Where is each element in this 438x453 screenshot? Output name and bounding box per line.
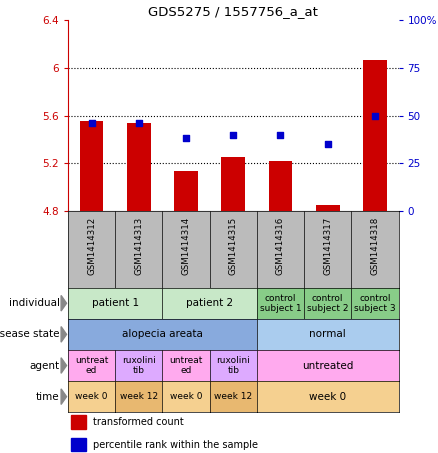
Text: patient 2: patient 2 bbox=[186, 298, 233, 308]
Bar bbox=[80, 121, 103, 211]
Text: ruxolini
tib: ruxolini tib bbox=[122, 356, 155, 375]
Text: untreat
ed: untreat ed bbox=[170, 356, 203, 375]
Text: control
subject 3: control subject 3 bbox=[354, 294, 396, 313]
Point bbox=[135, 120, 142, 127]
Point bbox=[183, 135, 190, 142]
Text: control
subject 1: control subject 1 bbox=[260, 294, 301, 313]
Text: ruxolini
tib: ruxolini tib bbox=[216, 356, 250, 375]
Polygon shape bbox=[61, 295, 67, 311]
Text: week 0: week 0 bbox=[170, 392, 202, 401]
Bar bbox=[127, 123, 151, 211]
Text: normal: normal bbox=[309, 329, 346, 339]
Text: transformed count: transformed count bbox=[93, 417, 184, 428]
Bar bbox=[222, 157, 245, 211]
Text: GSM1414318: GSM1414318 bbox=[371, 217, 379, 275]
Point bbox=[277, 131, 284, 138]
Text: GSM1414317: GSM1414317 bbox=[323, 217, 332, 275]
Text: untreat
ed: untreat ed bbox=[75, 356, 108, 375]
Bar bbox=[71, 438, 86, 451]
Text: GSM1414313: GSM1414313 bbox=[134, 217, 143, 275]
Text: week 12: week 12 bbox=[120, 392, 158, 401]
Text: time: time bbox=[36, 392, 60, 402]
Text: patient 1: patient 1 bbox=[92, 298, 139, 308]
Text: agent: agent bbox=[30, 361, 60, 371]
Text: GSM1414312: GSM1414312 bbox=[87, 217, 96, 275]
Text: control
subject 2: control subject 2 bbox=[307, 294, 349, 313]
Bar bbox=[174, 171, 198, 211]
Text: untreated: untreated bbox=[302, 361, 353, 371]
Text: GSM1414315: GSM1414315 bbox=[229, 217, 238, 275]
Point bbox=[371, 112, 378, 119]
Title: GDS5275 / 1557756_a_at: GDS5275 / 1557756_a_at bbox=[148, 5, 318, 18]
Text: disease state: disease state bbox=[0, 329, 60, 339]
Text: alopecia areata: alopecia areata bbox=[122, 329, 203, 339]
Polygon shape bbox=[61, 389, 67, 405]
Bar bbox=[316, 205, 339, 211]
Text: week 12: week 12 bbox=[214, 392, 252, 401]
Text: percentile rank within the sample: percentile rank within the sample bbox=[93, 440, 258, 450]
Point bbox=[324, 140, 331, 148]
Text: GSM1414314: GSM1414314 bbox=[181, 217, 191, 275]
Text: individual: individual bbox=[9, 298, 60, 308]
Text: GSM1414316: GSM1414316 bbox=[276, 217, 285, 275]
Polygon shape bbox=[61, 358, 67, 373]
Text: week 0: week 0 bbox=[75, 392, 108, 401]
Bar bbox=[268, 161, 292, 211]
Bar bbox=[363, 60, 387, 211]
Polygon shape bbox=[61, 327, 67, 342]
Text: week 0: week 0 bbox=[309, 392, 346, 402]
Bar bbox=[71, 415, 86, 429]
Point bbox=[230, 131, 237, 138]
Point bbox=[88, 120, 95, 127]
